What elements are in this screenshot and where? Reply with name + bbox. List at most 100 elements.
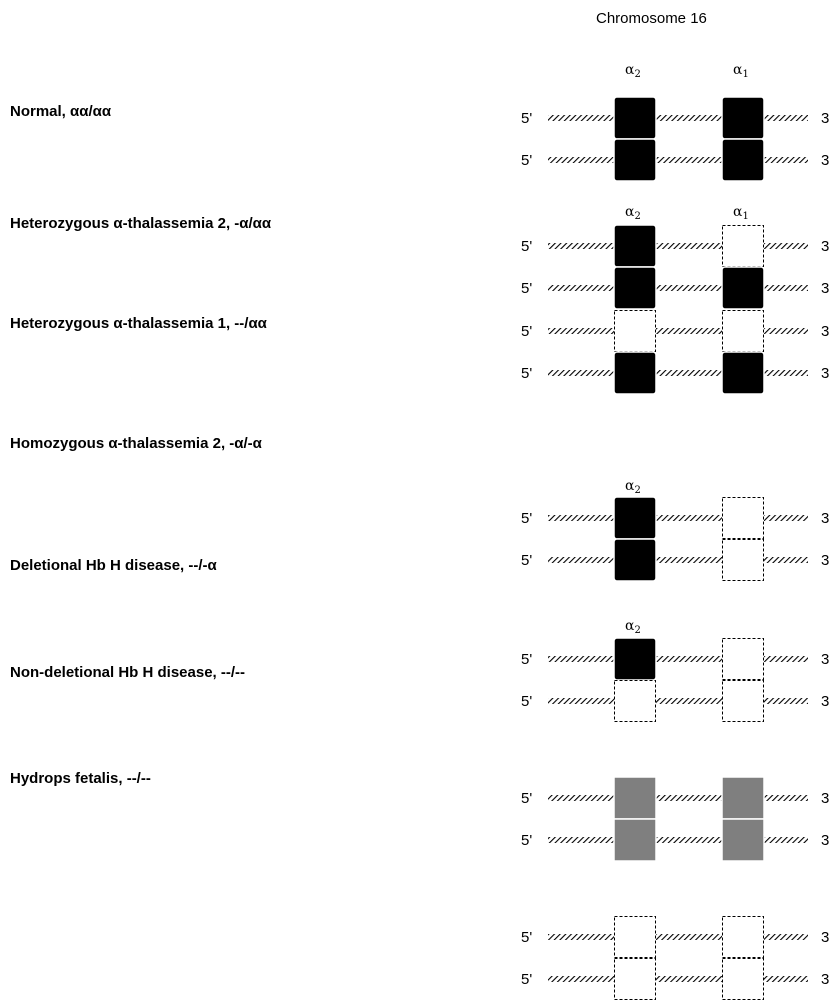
dna-strand-line	[548, 795, 808, 801]
genotype-label-het-thal2: Heterozygous α-thalassemia 2, -α/αα	[10, 215, 272, 232]
gene-deleted-fill	[614, 310, 656, 352]
chromosome-strand: 5' 3	[521, 496, 829, 540]
gene-deleted-fill	[722, 638, 764, 680]
dna-strand-line	[548, 243, 808, 249]
gene-deleted-fill	[614, 680, 656, 722]
gene-deleted-fill	[614, 916, 656, 958]
three-prime-label: 3	[821, 971, 829, 988]
five-prime-label: 5'	[521, 651, 532, 668]
gene-deleted-fill	[722, 225, 764, 267]
five-prime-label: 5'	[521, 110, 532, 127]
dna-strand-line	[548, 934, 808, 940]
genotype-label-hom-thal2: Homozygous α-thalassemia 2, -α/-α	[10, 435, 262, 452]
gene-present	[613, 96, 657, 140]
genotype-label-normal: Normal, αα/αα	[10, 103, 112, 120]
dna-strand-line	[548, 976, 808, 982]
gene-present	[613, 224, 657, 268]
five-prime-label: 5'	[521, 238, 532, 255]
three-prime-label: 3	[821, 651, 829, 668]
gene-present	[721, 96, 765, 140]
three-prime-label: 3	[821, 152, 829, 169]
gene-deleted	[614, 916, 656, 958]
three-prime-label: 3	[821, 929, 829, 946]
three-prime-label: 3	[821, 832, 829, 849]
alpha1-gene-label: α1	[733, 204, 749, 222]
chromosome-strand: 5' 3	[521, 637, 829, 681]
five-prime-label: 5'	[521, 280, 532, 297]
gene-present	[613, 637, 657, 681]
five-prime-label: 5'	[521, 552, 532, 569]
genotype-strand-pair: α2 5' 3 5' 3	[521, 478, 829, 582]
gene-deleted-fill	[722, 497, 764, 539]
chromosome-strand: 5' 3	[521, 680, 829, 722]
gene-present	[613, 266, 657, 310]
alpha2-gene-label: α2	[625, 478, 641, 496]
gene-gray	[613, 776, 657, 820]
chromosome-strand: 5' 3	[521, 958, 829, 1000]
three-prime-label: 3	[821, 693, 829, 710]
dna-strand-line	[548, 115, 808, 121]
chromosome-strand: 5' 3	[521, 266, 829, 310]
chromosome-strand: 5' 3	[521, 138, 829, 182]
gene-present	[721, 266, 765, 310]
gene-gray	[721, 818, 765, 862]
dna-strand-line	[548, 328, 808, 334]
dna-strand-line	[548, 557, 808, 563]
genotype-label-het-thal1: Heterozygous α-thalassemia 1, --/αα	[10, 315, 267, 332]
gene-deleted-fill	[722, 916, 764, 958]
alpha2-gene-label: α2	[625, 204, 641, 222]
gene-deleted-fill	[614, 958, 656, 1000]
dna-strand-line	[548, 698, 808, 704]
three-prime-label: 3	[821, 110, 829, 127]
gene-present	[613, 351, 657, 395]
alpha2-gene-label: α2	[625, 62, 641, 80]
gene-present	[613, 538, 657, 582]
genotype-strand-pair: α2 5' 3 5' 3	[521, 618, 829, 722]
dna-strand-line	[548, 837, 808, 843]
gene-deleted	[722, 539, 764, 581]
three-prime-label: 3	[821, 552, 829, 569]
chromosome-strand: 5' 3	[521, 776, 829, 820]
three-prime-label: 3	[821, 790, 829, 807]
five-prime-label: 5'	[521, 929, 532, 946]
gene-deleted	[722, 958, 764, 1000]
gene-deleted	[722, 916, 764, 958]
dna-strand-line	[548, 370, 808, 376]
genotype-strand-pair: 5' 3 5' 3	[521, 916, 829, 1000]
genotype-label-hydrops: Hydrops fetalis, --/--	[10, 770, 151, 787]
chromosome-strand: 5' 3	[521, 538, 829, 582]
chromosome-strand: 5' 3	[521, 224, 829, 268]
five-prime-label: 5'	[521, 790, 532, 807]
five-prime-label: 5'	[521, 971, 532, 988]
gene-deleted	[722, 680, 764, 722]
gene-deleted-fill	[722, 539, 764, 581]
chromosome-strand: 5' 3	[521, 96, 829, 140]
five-prime-label: 5'	[521, 365, 532, 382]
genotype-label-deletional-hbh: Deletional Hb H disease, --/-α	[10, 557, 217, 574]
gene-deleted	[614, 680, 656, 722]
genotype-label-nondeletional-hbh: Non-deletional Hb H disease, --/--	[10, 664, 246, 681]
five-prime-label: 5'	[521, 152, 532, 169]
gene-deleted-fill	[722, 680, 764, 722]
diagram-title: Chromosome 16	[596, 10, 707, 27]
chromosome-strand: 5' 3	[521, 351, 829, 395]
five-prime-label: 5'	[521, 323, 532, 340]
gene-gray	[613, 818, 657, 862]
gene-deleted	[614, 958, 656, 1000]
gene-deleted	[722, 638, 764, 680]
three-prime-label: 3	[821, 238, 829, 255]
gene-deleted-fill	[722, 958, 764, 1000]
five-prime-label: 5'	[521, 693, 532, 710]
dna-strand-line	[548, 157, 808, 163]
five-prime-label: 5'	[521, 510, 532, 527]
gene-present	[613, 496, 657, 540]
dna-strand-line	[548, 656, 808, 662]
gene-present	[721, 351, 765, 395]
three-prime-label: 3	[821, 510, 829, 527]
chromosome-strand: 5' 3	[521, 916, 829, 958]
chromosome-strand: 5' 3	[521, 818, 829, 862]
